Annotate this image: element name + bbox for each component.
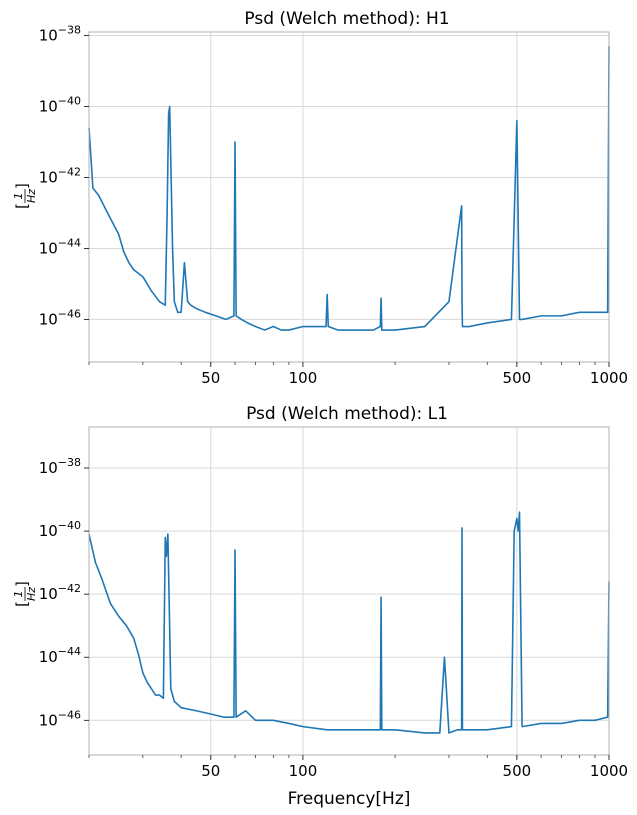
y-label-left-bracket: [ bbox=[13, 601, 31, 607]
x-axis: 50 100 500 1000 bbox=[88, 755, 628, 780]
gridlines bbox=[89, 427, 610, 755]
y-axis: 10−46 10−44 10−42 10−40 10−38 bbox=[39, 24, 89, 328]
x-axis: 50 100 500 1000 bbox=[88, 362, 628, 387]
y-tick-label: 10−40 bbox=[39, 95, 81, 116]
y-tick-label: 10−42 bbox=[39, 582, 81, 603]
series-layer bbox=[88, 46, 610, 331]
x-tick-label: 100 bbox=[289, 369, 318, 387]
y-tick-label: 10−38 bbox=[39, 24, 81, 45]
y-tick-label: 10−44 bbox=[39, 645, 81, 666]
y-label-right-bracket: ] bbox=[13, 581, 31, 587]
y-axis-label: [ 1 Hz ] bbox=[12, 581, 38, 607]
x-tick-label: 500 bbox=[503, 369, 532, 387]
y-label-denominator: Hz bbox=[25, 189, 38, 203]
series-layer bbox=[88, 511, 610, 734]
chart-l1: Psd (Welch method): L1 50 100 500 1000 10−4… bbox=[12, 404, 628, 809]
y-label-right-bracket: ] bbox=[13, 183, 31, 189]
y-tick-label: 10−44 bbox=[39, 236, 81, 257]
y-label-numerator: 1 bbox=[12, 591, 25, 598]
chart-title: Psd (Welch method): L1 bbox=[246, 404, 448, 424]
y-tick-label: 10−46 bbox=[39, 708, 81, 729]
y-label-numerator: 1 bbox=[12, 193, 25, 200]
x-tick-label: 500 bbox=[503, 762, 532, 780]
plot-frame bbox=[88, 31, 610, 363]
y-axis: 10−46 10−44 10−42 10−40 10−38 bbox=[39, 456, 89, 729]
y-label-denominator: Hz bbox=[25, 587, 38, 601]
psd-series-line bbox=[88, 511, 610, 734]
y-axis-label: [ 1 Hz ] bbox=[12, 183, 38, 209]
plot-frame bbox=[88, 426, 610, 756]
x-axis-label: Frequency[Hz] bbox=[288, 789, 411, 809]
x-tick-label: 1000 bbox=[590, 369, 628, 387]
psd-series-line bbox=[88, 46, 610, 331]
y-tick-label: 10−46 bbox=[39, 307, 81, 328]
chart-title: Psd (Welch method): H1 bbox=[244, 9, 449, 29]
x-tick-label: 50 bbox=[201, 762, 220, 780]
chart-h1: Psd (Welch method): H1 50 100 500 1000 10−4… bbox=[12, 9, 628, 387]
y-tick-label: 10−38 bbox=[39, 456, 81, 477]
y-label-left-bracket: [ bbox=[13, 203, 31, 209]
x-tick-label: 100 bbox=[289, 762, 318, 780]
y-tick-label: 10−40 bbox=[39, 519, 81, 540]
x-tick-label: 50 bbox=[201, 369, 220, 387]
y-tick-label: 10−42 bbox=[39, 165, 81, 186]
x-tick-label: 1000 bbox=[590, 762, 628, 780]
gridlines bbox=[89, 32, 610, 362]
